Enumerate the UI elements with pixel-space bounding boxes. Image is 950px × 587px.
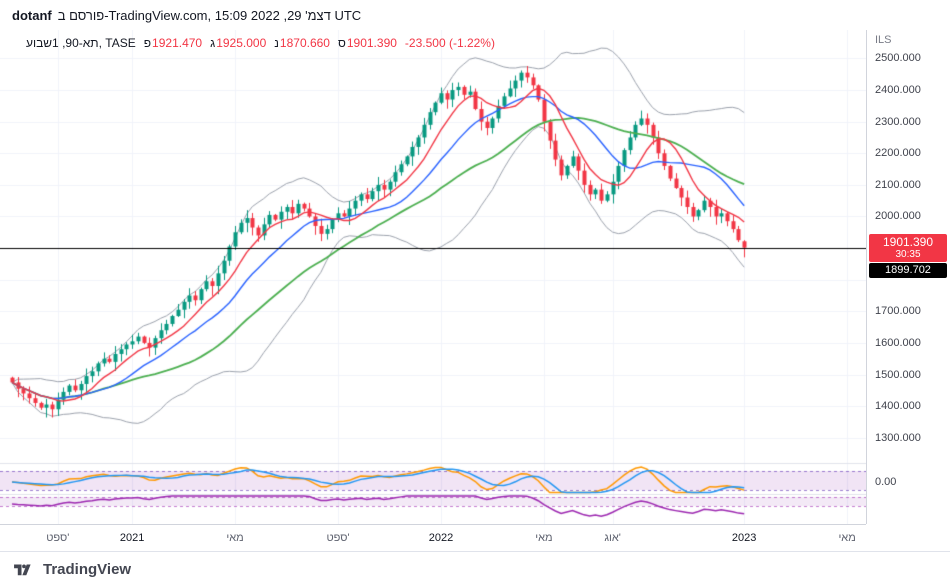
tradingview-logo-link[interactable]: TradingView — [12, 560, 131, 579]
price-tick: 2200.000 — [875, 147, 921, 160]
time-label: 2023 — [731, 532, 757, 544]
price-axis[interactable]: ILS 1901.390 30:35 1899.702 0.00 2500.00… — [866, 30, 950, 524]
change-value: -23.500 (-1.22%) — [404, 36, 495, 50]
price-tick: 1400.000 — [875, 400, 921, 413]
price-tick: 2400.000 — [875, 84, 921, 97]
time-label: מאי — [535, 532, 553, 544]
indicator-zero-tick: 0.00 — [875, 476, 897, 488]
ohlc-close: ס 1901.390 — [337, 36, 397, 50]
last-price-value: 1901.390 — [882, 234, 934, 249]
symbol-title: תא-90, 1שבוע, TASE — [26, 36, 136, 50]
time-label: מאי — [838, 532, 856, 544]
ohlc-open: פ 1921.470 — [143, 36, 203, 50]
price-tick: 1700.000 — [875, 305, 921, 318]
author-name: dotanf — [12, 7, 52, 23]
price-tick: 2100.000 — [875, 178, 921, 191]
price-tick: 1600.000 — [875, 336, 921, 349]
tradingview-brand: TradingView — [43, 561, 132, 578]
time-label: ספט' — [326, 532, 350, 544]
price-tick: 2300.000 — [875, 115, 921, 128]
published-info: פורסם ב-TradingView.com, דצמ' 29, 2022 1… — [57, 7, 362, 23]
price-tick: 1500.000 — [875, 368, 921, 381]
time-label: אוג' — [604, 532, 621, 544]
ohlc-high: ג 1925.000 — [210, 36, 267, 50]
time-label: 2022 — [428, 532, 454, 544]
time-label: מאי — [226, 532, 244, 544]
price-tick: 2500.000 — [875, 52, 921, 65]
currency-label: ILS — [875, 34, 892, 46]
ohlc-low: נ 1870.660 — [274, 36, 330, 50]
hline-price-badge: 1899.702 — [869, 262, 947, 278]
bar-countdown: 30:35 — [895, 249, 921, 261]
chart-canvas[interactable] — [0, 30, 866, 524]
footer: TradingView — [0, 551, 950, 587]
tradingview-logo-icon — [12, 560, 36, 579]
price-tick: 2000.000 — [875, 210, 921, 223]
header: dotanf פורסם ב-TradingView.com, דצמ' 29,… — [0, 0, 950, 30]
time-label: ספט' — [46, 532, 70, 544]
chart-legend: תא-90, 1שבוע, TASE פ 1921.470 ג 1925.000 נ… — [26, 36, 495, 50]
time-axis[interactable]: ספט' 2021 מאי ספט' 2022 מאי אוג' 2023 מאי — [0, 524, 866, 551]
last-price-badge: 1901.390 30:35 — [869, 233, 947, 263]
time-label: 2021 — [119, 532, 145, 544]
price-tick: 1300.000 — [875, 431, 921, 444]
